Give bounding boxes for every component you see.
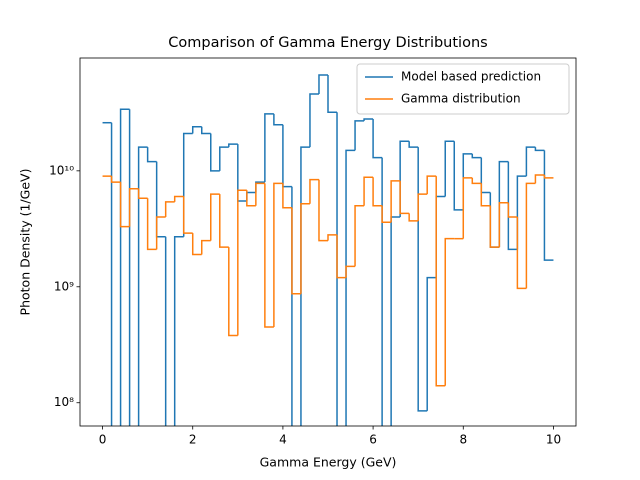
histogram-step bbox=[471, 177, 482, 185]
histogram-step bbox=[318, 74, 328, 94]
histogram-step bbox=[191, 233, 202, 256]
y-axis-label: Photon Density (1/GeV) bbox=[18, 169, 33, 316]
histogram-step bbox=[173, 236, 184, 426]
chart-title: Comparison of Gamma Energy Distributions bbox=[168, 35, 487, 51]
histogram-step bbox=[318, 179, 328, 242]
histogram-step bbox=[444, 237, 455, 386]
x-tick-label: 8 bbox=[459, 433, 467, 447]
histogram-step bbox=[372, 118, 383, 159]
histogram-step bbox=[417, 147, 428, 412]
histogram-step bbox=[498, 202, 509, 248]
histogram-step bbox=[137, 146, 148, 426]
histogram-step bbox=[137, 188, 148, 200]
legend-label: Model based prediction bbox=[401, 70, 541, 84]
histogram-step bbox=[534, 174, 545, 184]
histogram-step bbox=[462, 177, 473, 239]
histogram-step bbox=[327, 234, 338, 241]
histogram-step bbox=[300, 146, 310, 426]
histogram-step bbox=[408, 141, 419, 148]
histogram-step bbox=[525, 182, 536, 289]
x-tick-label: 10 bbox=[546, 433, 561, 447]
histogram-step bbox=[309, 93, 319, 148]
histogram-step bbox=[327, 75, 338, 114]
histogram-step bbox=[210, 133, 220, 172]
histogram-step bbox=[146, 198, 157, 251]
histogram-step bbox=[128, 188, 139, 227]
histogram-step bbox=[119, 108, 130, 426]
histogram-step bbox=[336, 234, 347, 279]
histogram-step bbox=[525, 146, 536, 177]
histogram-step bbox=[489, 205, 500, 248]
plot-frame bbox=[79, 57, 577, 427]
histogram-step bbox=[300, 203, 310, 294]
histogram-step bbox=[417, 193, 428, 221]
histogram-step bbox=[381, 205, 392, 224]
histogram-step bbox=[426, 276, 437, 411]
histogram-step bbox=[345, 149, 356, 426]
histogram-step bbox=[372, 177, 383, 207]
histogram-step bbox=[507, 161, 518, 251]
x-tick-label: 0 bbox=[99, 433, 107, 447]
y-tick-label: 10⁸ bbox=[54, 395, 74, 409]
histogram-step bbox=[155, 216, 166, 250]
histogram-step bbox=[435, 176, 446, 387]
y-tick-label: 10¹⁰ bbox=[49, 163, 74, 177]
histogram-step bbox=[354, 120, 365, 151]
histogram-step bbox=[200, 239, 211, 255]
histogram-step bbox=[507, 202, 518, 218]
histogram-step bbox=[453, 141, 464, 211]
histogram-step bbox=[219, 146, 229, 171]
histogram-step bbox=[182, 196, 193, 234]
histogram-step bbox=[390, 180, 401, 223]
legend-box bbox=[356, 63, 570, 115]
histogram-step bbox=[336, 112, 338, 426]
histogram-step bbox=[516, 216, 527, 290]
x-axis-label: Gamma Energy (GeV) bbox=[260, 455, 397, 470]
histogram-step bbox=[264, 183, 274, 328]
histogram-step bbox=[363, 176, 374, 206]
histogram-step bbox=[363, 118, 374, 121]
histogram-step bbox=[110, 176, 121, 183]
histogram-step bbox=[408, 213, 419, 222]
histogram-step bbox=[543, 150, 554, 261]
x-tick-label: 2 bbox=[189, 433, 197, 447]
plot-area bbox=[102, 74, 554, 426]
histogram-step bbox=[480, 183, 491, 207]
x-tick-label: 4 bbox=[279, 433, 287, 447]
histogram-step bbox=[255, 182, 265, 206]
y-tick-label: 10⁹ bbox=[54, 279, 74, 293]
histogram-step bbox=[345, 265, 356, 278]
histogram-step bbox=[146, 147, 157, 163]
histogram-step bbox=[426, 175, 437, 195]
histogram-step bbox=[228, 143, 238, 148]
histogram-step bbox=[110, 122, 113, 426]
histogram-step bbox=[164, 201, 175, 217]
histogram-step bbox=[119, 182, 130, 228]
legend-label: Gamma distribution bbox=[401, 92, 521, 106]
histogram-step bbox=[173, 195, 184, 202]
histogram-step bbox=[309, 178, 319, 204]
histogram-step bbox=[273, 182, 283, 327]
histogram-step bbox=[273, 113, 283, 126]
histogram-step bbox=[219, 194, 229, 248]
histogram-step bbox=[471, 153, 482, 159]
histogram-step bbox=[200, 126, 211, 135]
histogram-step bbox=[381, 157, 383, 426]
histogram-step bbox=[354, 204, 365, 267]
histogram-step bbox=[191, 125, 202, 134]
histogram-step bbox=[237, 189, 247, 336]
histogram-step bbox=[210, 193, 220, 241]
histogram-step bbox=[291, 207, 301, 295]
histogram-step bbox=[228, 247, 238, 337]
x-tick-label: 6 bbox=[369, 433, 377, 447]
histogram-step bbox=[534, 147, 545, 152]
histogram-step bbox=[164, 236, 167, 426]
histogram-step bbox=[399, 180, 410, 215]
histogram-step bbox=[444, 140, 455, 197]
histogram-step bbox=[246, 190, 256, 207]
histogram-step bbox=[264, 113, 274, 183]
histogram-step bbox=[543, 175, 554, 179]
histogram-step bbox=[282, 183, 292, 209]
